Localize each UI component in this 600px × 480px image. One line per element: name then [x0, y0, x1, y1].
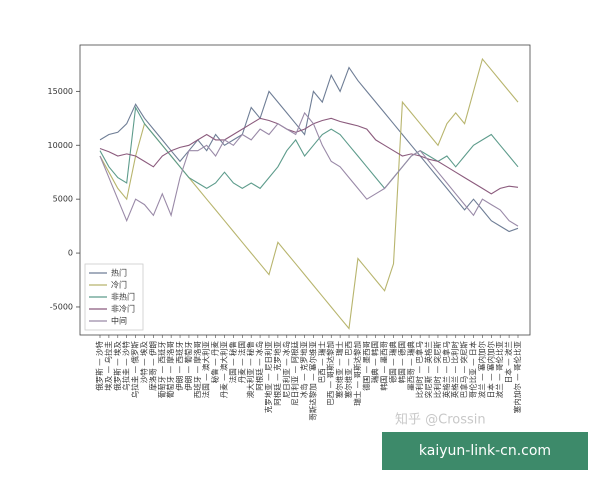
- x-tick-label: 韩国 — 墨西哥: [379, 341, 389, 391]
- legend-label: 非冷门: [111, 304, 135, 314]
- x-tick-label: 巴拿马 — 突尼斯: [459, 341, 469, 399]
- x-tick-label: 韩国 — 德国: [396, 341, 406, 383]
- legend-label: 中间: [111, 316, 127, 326]
- x-tick-label: 澳大利亚 — 秘鲁: [245, 341, 255, 398]
- x-tick-label: 日本 — 塞内加尔: [485, 341, 495, 399]
- x-tick-label: 英格兰 — 比利时: [450, 341, 460, 399]
- x-tick-label: 葡萄牙 — 西班牙: [156, 341, 166, 399]
- x-tick-label: 秘鲁 — 丹麦: [210, 341, 220, 384]
- x-tick-label: 沙特 — 埃及: [138, 341, 148, 384]
- banner-text: kaiyun-link-cn.com: [419, 443, 551, 459]
- x-tick-label: 突尼斯 — 英格兰: [423, 341, 433, 399]
- y-tick-label: -5000: [50, 302, 73, 311]
- x-tick-label: 墨西哥 — 瑞典: [405, 341, 415, 391]
- legend-label: 非热门: [111, 292, 135, 302]
- x-tick-label: 葡萄牙 — 摩洛哥: [165, 341, 175, 399]
- y-tick-label: 15000: [48, 87, 73, 96]
- series-line: [99, 111, 519, 227]
- x-tick-label: 西班牙 — 摩洛哥: [192, 341, 202, 399]
- x-tick-label: 巴西 — 哥斯达黎加: [325, 341, 335, 406]
- plot-frame: [79, 44, 531, 336]
- x-tick-label: 伊朗 — 葡萄牙: [183, 341, 193, 391]
- x-tick-label: 哥斯达黎加 — 塞尔维亚: [307, 341, 317, 421]
- banner-bg: [382, 432, 588, 470]
- series-line: [99, 105, 519, 190]
- x-tick-label: 比利时 — 巴拿马: [414, 341, 424, 398]
- x-tick-label: 乌拉圭 — 沙特: [121, 341, 131, 391]
- series-line: [99, 117, 519, 195]
- x-tick-label: 尼日利亚 — 阿根廷: [290, 341, 300, 406]
- legend-label: 冷门: [111, 280, 127, 290]
- x-tick-label: 埃及 — 乌拉圭: [103, 341, 113, 391]
- watermark: 知乎 @Crossin: [395, 412, 486, 428]
- x-tick-label: 波兰 — 塞内加尔: [476, 341, 486, 399]
- x-tick-label: 塞内加尔 — 哥伦比亚: [512, 341, 522, 414]
- x-tick-label: 冰岛 — 克罗地亚: [299, 341, 309, 399]
- y-tick-label: 10000: [48, 141, 73, 150]
- x-tick-label: 塞尔维亚 — 巴西: [343, 341, 353, 399]
- x-tick-label: 丹麦 — 澳大利亚: [219, 341, 229, 399]
- x-tick-label: 法国 — 澳大利亚: [201, 341, 211, 399]
- x-tick-label: 瑞士 — 哥斯达黎加: [352, 341, 362, 406]
- x-tick-label: 克罗地亚 — 尼日利亚: [263, 341, 273, 414]
- x-tick-label: 俄罗斯 — 沙特: [94, 341, 104, 391]
- x-tick-label: 摩洛哥 — 伊朗: [147, 341, 157, 391]
- x-tick-label: 乌拉圭 — 俄罗斯: [130, 341, 140, 399]
- x-tick-label: 日本 — 波兰: [503, 341, 513, 384]
- x-tick-label: 德国 — 瑞典: [387, 341, 397, 384]
- x-tick-label: 阿根廷 — 克罗地亚: [272, 341, 282, 406]
- x-tick-label: 德国 — 墨西哥: [361, 341, 371, 391]
- x-tick-label: 波兰 — 哥伦比亚: [494, 341, 504, 399]
- x-tick-label: 阿根廷 — 冰岛: [254, 341, 264, 391]
- x-tick-label: 俄罗斯 — 埃及: [112, 341, 122, 391]
- x-tick-label: 哥伦比亚 — 日本: [468, 341, 478, 399]
- y-tick-label: 0: [68, 249, 73, 258]
- y-tick-label: 5000: [53, 195, 73, 204]
- x-tick-label: 比利时 — 突尼斯: [432, 341, 442, 399]
- x-tick-label: 瑞典 — 韩国: [370, 341, 380, 383]
- series-line: [99, 66, 519, 233]
- x-tick-label: 丹麦 — 法国: [236, 341, 246, 383]
- x-tick-label: 塞尔维亚 — 瑞士: [334, 341, 344, 399]
- x-tick-label: 尼日利亚 — 冰岛: [281, 341, 291, 398]
- x-tick-label: 英格兰 — 巴拿马: [441, 341, 451, 398]
- x-tick-label: 巴西 — 瑞士: [316, 341, 326, 384]
- x-tick-label: 法国 — 秘鲁: [227, 341, 237, 383]
- x-tick-label: 伊朗 — 西班牙: [174, 341, 184, 391]
- legend-label: 热门: [111, 268, 127, 278]
